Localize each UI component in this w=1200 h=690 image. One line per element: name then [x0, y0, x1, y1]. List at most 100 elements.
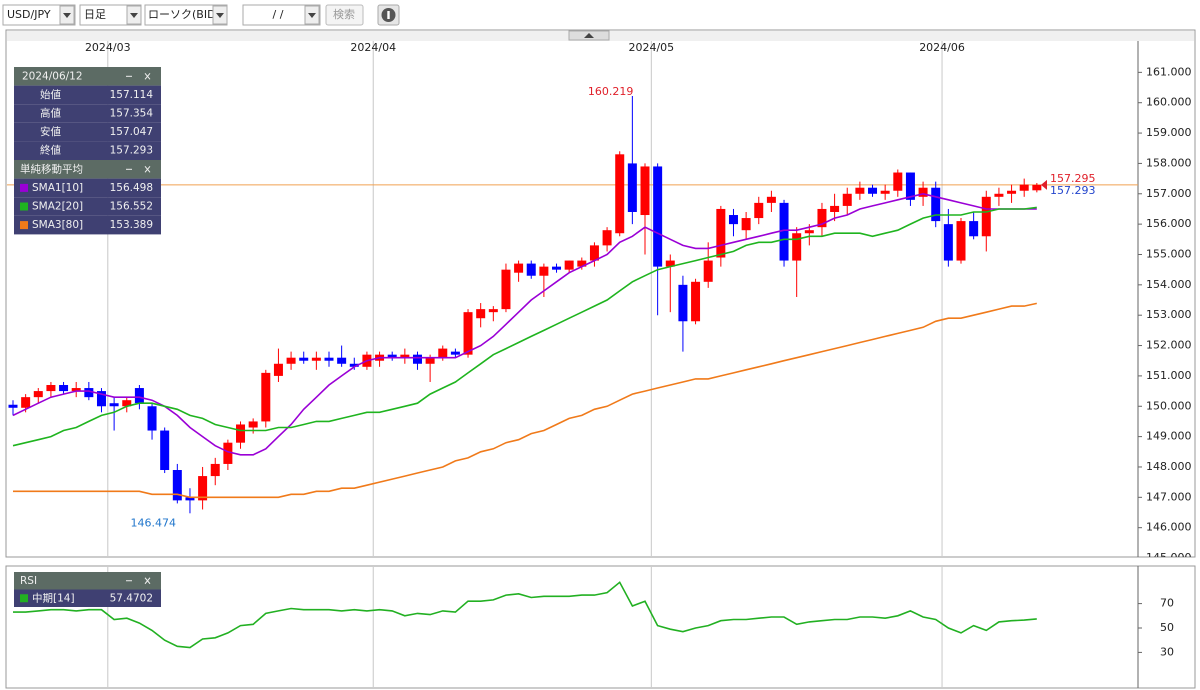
- rsi-title: RSI: [20, 575, 37, 587]
- y-tick-label: 159.000: [1146, 126, 1192, 139]
- candle-body: [981, 196, 991, 237]
- close-icon: [144, 165, 151, 173]
- close-icon: [144, 577, 151, 585]
- period-text: 日足: [84, 8, 106, 21]
- candle-body: [488, 309, 498, 313]
- candle-body: [893, 172, 903, 191]
- popup-label: 終値: [40, 144, 61, 157]
- main-panel: [5, 29, 1196, 558]
- candle-body: [501, 269, 511, 310]
- candle-body: [615, 154, 625, 234]
- date-input[interactable]: [242, 4, 321, 26]
- collapse-arrow: [584, 33, 594, 38]
- legend-swatch: [20, 183, 28, 192]
- candle-body: [514, 263, 524, 273]
- candle-body: [96, 391, 106, 407]
- candle-body: [324, 357, 334, 361]
- candle-body: [223, 442, 233, 464]
- y-tick-label: 148.000: [1146, 460, 1192, 473]
- candle-body: [880, 190, 890, 194]
- candle-body: [931, 187, 941, 222]
- price-plot: [7, 96, 1138, 514]
- month-label: 2024/04: [350, 41, 396, 54]
- candle-body: [286, 357, 296, 364]
- candle-body: [842, 193, 852, 206]
- sma-line: [13, 302, 1037, 499]
- y-tick-label: 146.000: [1146, 521, 1192, 534]
- y-tick-label: 50: [1160, 621, 1174, 634]
- legend-name: 中期[14]: [32, 591, 75, 604]
- popup-section-title: 単純移動平均: [20, 162, 83, 175]
- candle-body: [653, 166, 663, 267]
- candle-body: [804, 230, 814, 234]
- popup-row: [14, 160, 161, 179]
- sma-line: [12, 206, 1037, 447]
- candle-body: [564, 260, 574, 270]
- candle-body: [122, 400, 132, 407]
- candle-body: [589, 245, 599, 261]
- candle-body: [134, 388, 144, 404]
- y-tick-label: 153.000: [1146, 308, 1192, 321]
- rsi-line: [13, 581, 1037, 649]
- candle-body: [33, 391, 43, 398]
- popup-row: [14, 141, 161, 160]
- candle-body: [311, 357, 321, 361]
- candle-body: [627, 163, 637, 212]
- y-tick-label: 151.000: [1146, 369, 1192, 382]
- y-tick-label: 149.000: [1146, 430, 1192, 443]
- y-tick-label: 161.000: [1146, 65, 1192, 78]
- legend-swatch: [20, 202, 28, 211]
- popup-label: 安値: [40, 125, 61, 138]
- dropdown-arrow: [308, 13, 316, 18]
- candle-body: [412, 354, 422, 364]
- candle-body: [236, 424, 246, 443]
- candle-body: [185, 497, 195, 501]
- candle-body: [577, 260, 587, 267]
- y-tick-label: 156.000: [1146, 217, 1192, 230]
- month-label: 2024/05: [628, 41, 674, 54]
- candle-body: [160, 430, 170, 471]
- rsi-plot: [13, 581, 1037, 649]
- pair-select[interactable]: [2, 4, 76, 26]
- month-label: 2024/03: [85, 41, 131, 54]
- legend-name: SMA2[20]: [32, 201, 83, 213]
- chart-kind-text: ローソク(BID): [148, 8, 220, 21]
- popup-value: 157.047: [110, 126, 153, 138]
- candle-body: [741, 218, 751, 231]
- candle-body: [918, 187, 928, 197]
- candle-body: [248, 421, 258, 428]
- candle-body: [1019, 184, 1029, 191]
- candle-body: [552, 266, 562, 270]
- candle-body: [8, 404, 18, 408]
- search-button[interactable]: [325, 4, 364, 26]
- info-icon-bar: [387, 11, 390, 19]
- candle-body: [779, 202, 789, 261]
- popup-date: 2024/06/12: [22, 70, 83, 82]
- legend-value: 153.389: [110, 219, 153, 231]
- candle-body: [46, 385, 56, 392]
- dropdown-arrow: [216, 13, 224, 18]
- y-tick-label: 70: [1160, 597, 1174, 610]
- candle-body: [754, 202, 764, 219]
- candle-body: [678, 284, 688, 322]
- candle-body: [766, 196, 776, 203]
- candle-body: [526, 263, 536, 276]
- popup-label: 始値: [40, 88, 61, 101]
- y-tick-label: 158.000: [1146, 156, 1192, 169]
- candle-body: [817, 208, 827, 228]
- y-tick-label: 147.000: [1146, 490, 1192, 503]
- candle-body: [349, 363, 359, 367]
- candle-body: [665, 260, 675, 267]
- y-tick-label: 30: [1160, 645, 1174, 658]
- sma-line: [12, 192, 1037, 456]
- candle-body: [84, 388, 94, 398]
- candle-body: [450, 351, 460, 355]
- candle-body: [21, 397, 31, 408]
- y-tick-label: 152.000: [1146, 339, 1192, 352]
- candle-body: [905, 172, 915, 200]
- candle-body: [299, 357, 309, 361]
- candle-body: [830, 205, 840, 212]
- legend-swatch: [20, 221, 28, 230]
- dropdown-arrow: [130, 13, 138, 18]
- candle-body: [703, 260, 713, 282]
